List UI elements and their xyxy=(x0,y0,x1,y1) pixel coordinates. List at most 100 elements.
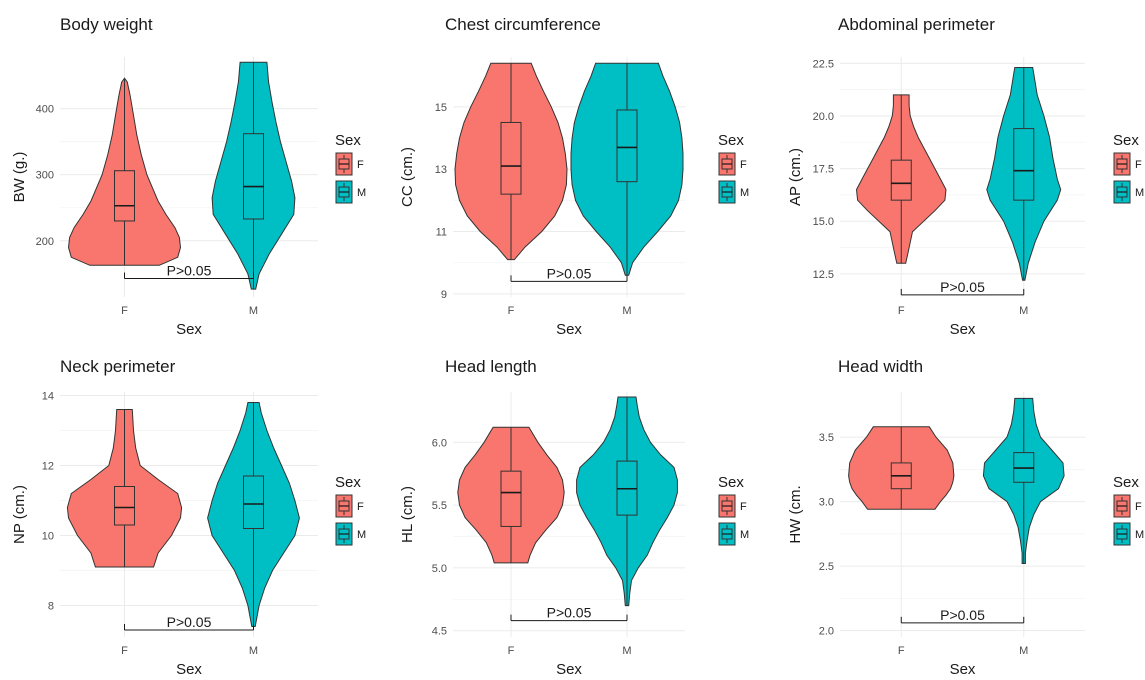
x-tick-label: M xyxy=(622,645,631,657)
y-tick-label: 5.0 xyxy=(432,563,447,575)
y-tick-label: 13 xyxy=(435,164,447,176)
y-tick-label: 3.5 xyxy=(819,432,834,444)
x-tick-label: M xyxy=(1019,645,1028,657)
x-tick-label: M xyxy=(622,305,631,317)
y-tick-label: 10 xyxy=(42,531,54,543)
x-tick-label: M xyxy=(249,645,258,657)
chart-panel: P>0.05 2.0 2.5 3.0 3.5 F M Sex HW (cm. Head width… xyxy=(787,357,1144,678)
y-tick-label: 400 xyxy=(36,104,54,116)
y-tick-label: 300 xyxy=(36,170,54,182)
x-axis-title: Sex xyxy=(176,661,202,678)
y-tick-label: 22.5 xyxy=(813,58,834,70)
panel-title: Head width xyxy=(838,357,923,376)
panel-title: Body weight xyxy=(60,15,153,34)
p-value-label: P>0.05 xyxy=(547,265,592,281)
legend-label-f: F xyxy=(740,501,747,513)
legend-title: Sex xyxy=(335,474,361,491)
x-tick-label: F xyxy=(508,645,515,657)
chart-panel: P>0.05 4.5 5.0 5.5 6.0 F M Sex HL (cm.) Head leng… xyxy=(399,357,749,678)
chart-panel: P>0.05 8 10 12 14 F M Sex NP (cm.) Neck perimeter… xyxy=(11,357,366,678)
x-tick-label: F xyxy=(508,305,515,317)
legend-label-m: M xyxy=(740,529,749,541)
box-m xyxy=(616,109,638,183)
legend: Sex F M xyxy=(718,132,749,204)
y-tick-label: 15 xyxy=(435,102,447,114)
legend-label-m: M xyxy=(1135,529,1144,541)
p-value-label: P>0.05 xyxy=(167,262,212,278)
box-f xyxy=(890,159,912,201)
y-axis-title: AP (cm.) xyxy=(787,148,804,206)
chart-panel: P>0.05 200 300 400 F M Sex BW (g.) Body weight Se… xyxy=(11,15,366,338)
y-axis-title: HW (cm. xyxy=(787,485,804,543)
legend-title: Sex xyxy=(1113,474,1139,491)
chart-panel: P>0.05 12.5 15.0 17.5 20.0 22.5 F M Sex AP (cm.) A… xyxy=(787,15,1144,338)
y-tick-label: 9 xyxy=(441,289,447,301)
legend-title: Sex xyxy=(1113,132,1139,149)
legend-label-f: F xyxy=(1135,501,1142,513)
panel-title: Chest circumference xyxy=(445,15,601,34)
chart-panel: P>0.05 9 11 13 15 F M Sex CC (cm.) Chest circumfe… xyxy=(399,15,749,338)
y-tick-label: 11 xyxy=(436,227,447,239)
y-tick-label: 14 xyxy=(42,391,54,403)
legend-label-m: M xyxy=(1135,187,1144,199)
y-tick-label: 2.0 xyxy=(819,626,834,638)
x-tick-label: F xyxy=(898,305,905,317)
legend-label-m: M xyxy=(357,187,366,199)
y-tick-label: 3.0 xyxy=(819,497,834,509)
legend-label-f: F xyxy=(1135,159,1142,171)
legend-label-m: M xyxy=(357,529,366,541)
legend-title: Sex xyxy=(335,132,361,149)
y-tick-label: 4.5 xyxy=(432,626,447,638)
legend: Sex F M xyxy=(718,474,749,546)
x-tick-label: M xyxy=(1019,305,1028,317)
y-axis-title: BW (g.) xyxy=(11,152,28,203)
box-f xyxy=(500,470,522,527)
y-tick-label: 12 xyxy=(42,461,54,473)
y-tick-label: 15.0 xyxy=(813,216,834,228)
legend: Sex F M xyxy=(335,132,366,204)
p-value-label: P>0.05 xyxy=(940,279,985,295)
x-tick-label: F xyxy=(121,305,128,317)
y-tick-label: 8 xyxy=(48,601,54,613)
p-value-label: P>0.05 xyxy=(547,605,592,621)
box-f xyxy=(114,486,135,526)
p-value-label: P>0.05 xyxy=(940,607,985,623)
legend-label-f: F xyxy=(357,159,364,171)
y-axis-title: HL (cm.) xyxy=(399,486,416,543)
box-f xyxy=(114,170,135,222)
x-axis-title: Sex xyxy=(556,661,582,678)
legend: Sex F M xyxy=(1113,132,1144,204)
x-tick-label: F xyxy=(898,645,905,657)
panel-title: Abdominal perimeter xyxy=(838,15,995,34)
y-tick-label: 17.5 xyxy=(813,164,834,176)
y-tick-label: 5.5 xyxy=(432,500,447,512)
x-axis-title: Sex xyxy=(556,321,582,338)
y-tick-label: 200 xyxy=(36,236,54,248)
x-tick-label: M xyxy=(249,305,258,317)
box-m xyxy=(243,475,264,529)
legend-title: Sex xyxy=(718,132,744,149)
panel-title: Neck perimeter xyxy=(60,357,176,376)
y-tick-label: 12.5 xyxy=(813,269,834,281)
x-axis-title: Sex xyxy=(950,321,976,338)
p-value-label: P>0.05 xyxy=(167,614,212,630)
x-tick-label: F xyxy=(121,645,128,657)
legend-label-f: F xyxy=(740,159,747,171)
y-tick-label: 20.0 xyxy=(813,111,834,123)
legend-label-f: F xyxy=(357,501,364,513)
legend-label-m: M xyxy=(740,187,749,199)
legend: Sex F M xyxy=(1113,474,1144,546)
y-axis-title: CC (cm.) xyxy=(399,147,416,207)
y-tick-label: 2.5 xyxy=(819,561,834,573)
legend: Sex F M xyxy=(335,474,366,546)
y-axis-title: NP (cm.) xyxy=(11,485,28,544)
panel-title: Head length xyxy=(445,357,537,376)
x-axis-title: Sex xyxy=(176,321,202,338)
legend-title: Sex xyxy=(718,474,744,491)
x-axis-title: Sex xyxy=(950,661,976,678)
box-m xyxy=(1013,128,1035,201)
box-m xyxy=(243,133,264,220)
y-tick-label: 6.0 xyxy=(432,437,447,449)
